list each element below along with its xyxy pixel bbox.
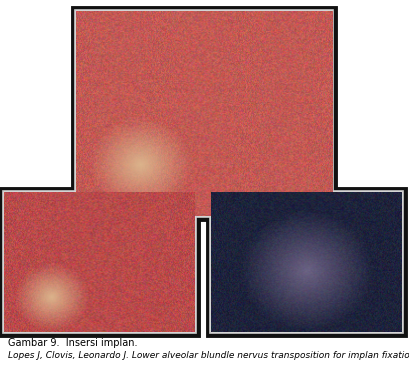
Bar [72, 8, 335, 219]
Bar [1, 189, 198, 335]
Bar [3, 191, 196, 333]
Text: Gambar 9.  Insersi implan.: Gambar 9. Insersi implan. [8, 338, 137, 348]
Bar [207, 189, 404, 335]
Bar [209, 191, 402, 333]
Bar [74, 10, 333, 217]
Text: Lopes J, Clovis, Leonardo J. Lower alveolar blundle nervus transposition for imp: Lopes J, Clovis, Leonardo J. Lower alveo… [8, 351, 409, 360]
